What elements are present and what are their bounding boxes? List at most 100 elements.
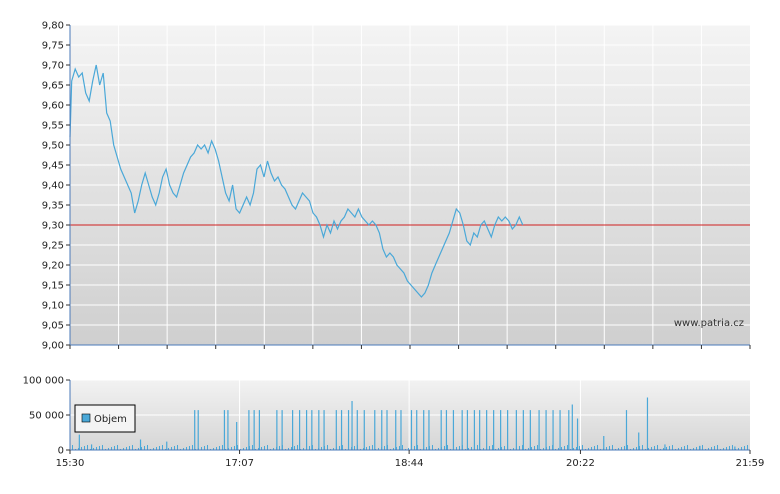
- price-ytick-label: 9,80: [42, 21, 64, 32]
- price-ytick-label: 9,25: [42, 241, 64, 252]
- price-ytick-label: 9,50: [42, 141, 64, 152]
- volume-bar-minor: [567, 445, 568, 450]
- price-ytick-label: 9,00: [42, 341, 64, 352]
- volume-bar: [347, 410, 350, 450]
- volume-bar-minor: [534, 446, 535, 450]
- volume-bar-minor: [513, 448, 514, 450]
- volume-bar-minor: [288, 448, 289, 450]
- volume-bar-minor: [402, 445, 403, 450]
- volume-bar-minor: [456, 447, 457, 450]
- volume-bar-minor: [726, 447, 727, 450]
- volume-bar: [194, 410, 196, 450]
- volume-bar-minor: [123, 448, 124, 450]
- volume-bar-minor: [606, 447, 607, 450]
- volume-bar-minor: [417, 445, 418, 450]
- volume-bar-minor: [609, 446, 610, 450]
- volume-bar-minor: [432, 445, 433, 450]
- volume-bar-minor: [393, 448, 394, 450]
- volume-bar-minor: [396, 447, 397, 450]
- volume-bar-minor: [201, 447, 202, 450]
- volume-bar-minor: [414, 446, 415, 450]
- volume-bar-minor: [159, 446, 160, 450]
- volume-bar-minor: [711, 447, 712, 450]
- volume-bar: [374, 410, 376, 450]
- volume-bar-minor: [498, 448, 499, 450]
- volume-bar: [90, 444, 93, 450]
- volume-bar: [529, 410, 531, 450]
- volume-bar: [298, 410, 301, 450]
- volume-bar-minor: [696, 447, 697, 450]
- volume-bar-minor: [252, 445, 253, 450]
- volume-bar: [479, 410, 481, 450]
- volume-bar-minor: [78, 448, 79, 450]
- volume-bar: [323, 410, 325, 450]
- volume-bar-minor: [687, 445, 688, 450]
- volume-bar-minor: [342, 445, 343, 450]
- volume-bar: [423, 410, 425, 450]
- volume-bar-minor: [531, 447, 532, 450]
- watermark-text: www.patria.cz: [674, 318, 744, 329]
- volume-bar-minor: [579, 446, 580, 450]
- volume-bar: [281, 410, 283, 450]
- volume-bar: [571, 404, 573, 450]
- legend-label: Objem: [94, 414, 127, 425]
- volume-bar-minor: [426, 447, 427, 450]
- volume-bar: [552, 410, 554, 450]
- volume-bar-minor: [633, 448, 634, 450]
- volume-bar-minor: [147, 445, 148, 450]
- volume-bar-minor: [99, 446, 100, 450]
- volume-bar: [515, 410, 517, 450]
- volume-bar: [416, 410, 418, 450]
- volume-bar-minor: [621, 447, 622, 450]
- volume-bar-minor: [84, 446, 85, 450]
- price-ytick-label: 9,30: [42, 221, 64, 232]
- volume-bar: [461, 410, 463, 450]
- volume-bar-minor: [219, 446, 220, 450]
- volume-bar: [699, 445, 701, 450]
- volume-bar-minor: [564, 446, 565, 450]
- volume-ytick-label: 100 000: [23, 376, 64, 387]
- volume-bar-minor: [303, 448, 304, 450]
- volume-bar-minor: [489, 446, 490, 450]
- volume-bar-minor: [141, 447, 142, 450]
- volume-bar-minor: [96, 447, 97, 450]
- volume-ytick-label: 50 000: [29, 411, 64, 422]
- volume-bar-minor: [738, 448, 739, 450]
- volume-bar-minor: [132, 445, 133, 450]
- volume-bar-minor: [264, 446, 265, 450]
- volume-bar: [340, 410, 343, 450]
- volume-bar: [603, 436, 605, 450]
- volume-bar: [576, 418, 579, 450]
- volume-bar-minor: [102, 445, 103, 450]
- price-ytick-label: 9,60: [42, 101, 64, 112]
- volume-bar-minor: [327, 445, 328, 450]
- volume-bar-minor: [339, 446, 340, 450]
- price-ytick-label: 9,05: [42, 321, 64, 332]
- volume-bar-minor: [369, 446, 370, 450]
- volume-bar: [522, 410, 524, 450]
- volume-bar: [311, 410, 313, 450]
- volume-bar-minor: [216, 447, 217, 450]
- volume-bar-minor: [174, 446, 175, 450]
- volume-bar-minor: [372, 445, 373, 450]
- volume-bar-minor: [447, 445, 448, 450]
- volume-bar-minor: [234, 446, 235, 450]
- volume-bar: [507, 410, 509, 450]
- price-ytick-label: 9,70: [42, 61, 64, 72]
- volume-bar-minor: [144, 446, 145, 450]
- volume-bar-minor: [732, 445, 733, 450]
- volume-bar-minor: [114, 446, 115, 450]
- volume-bar-minor: [459, 446, 460, 450]
- volume-bar: [545, 410, 547, 450]
- volume-bar-minor: [672, 445, 673, 450]
- volume-bar-minor: [747, 445, 748, 450]
- volume-bar-minor: [651, 447, 652, 450]
- volume-bar-minor: [117, 445, 118, 450]
- volume-bar-minor: [627, 445, 628, 450]
- volume-bar-minor: [597, 445, 598, 450]
- volume-xtick-label: 20:22: [566, 458, 595, 469]
- volume-bar-minor: [213, 448, 214, 450]
- volume-bar: [664, 444, 666, 450]
- price-ytick-label: 9,75: [42, 41, 64, 52]
